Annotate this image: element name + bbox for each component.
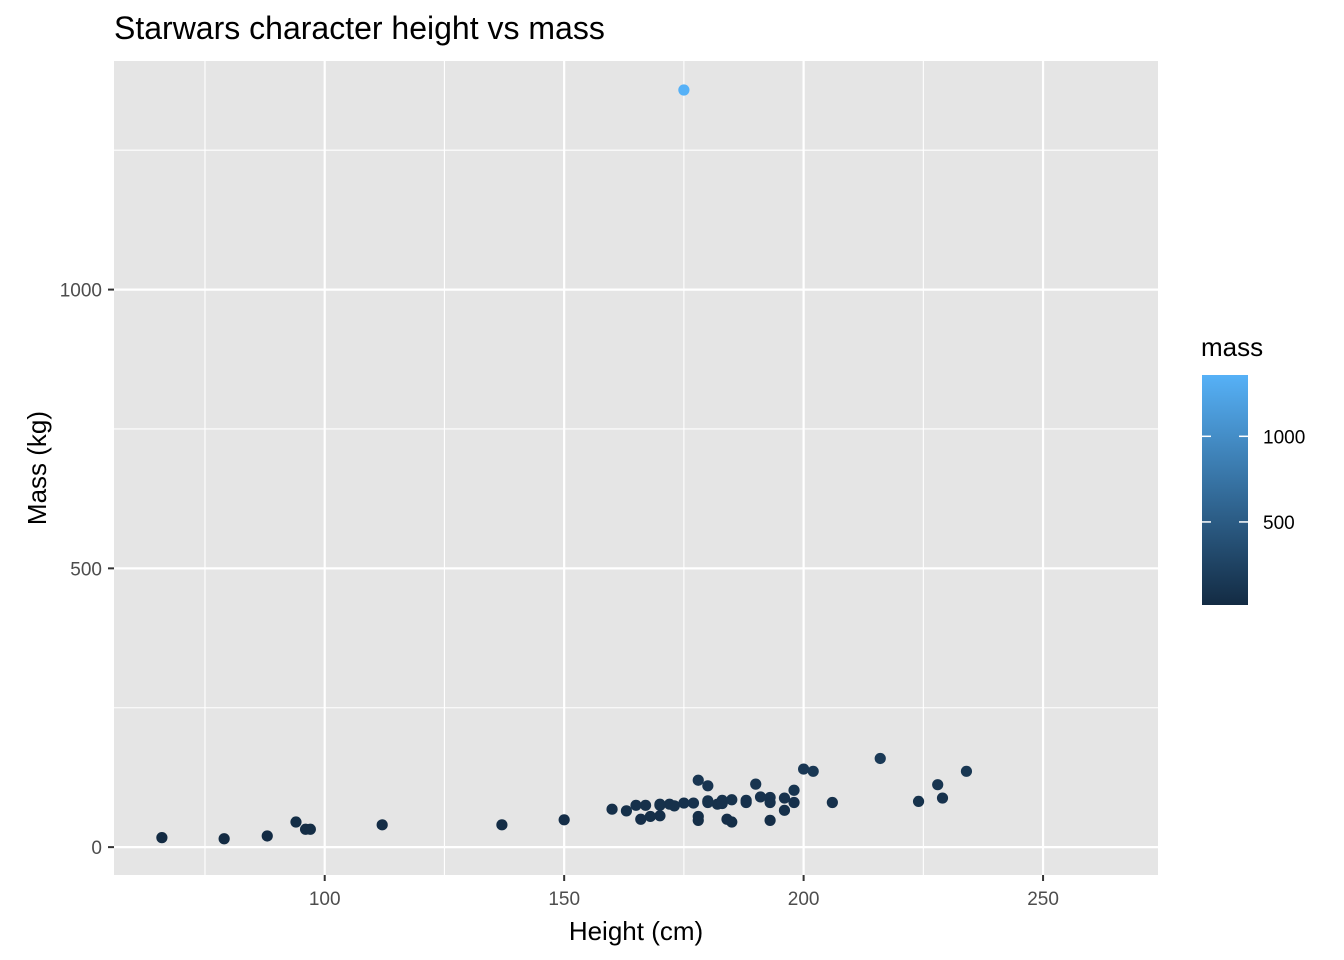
data-point xyxy=(764,796,776,809)
y-axis-title: Mass (kg) xyxy=(22,411,52,525)
data-point xyxy=(798,763,810,775)
data-point xyxy=(936,792,949,804)
y-tick-label: 0 xyxy=(91,838,102,859)
data-point xyxy=(778,804,791,816)
data-point xyxy=(496,819,508,831)
y-axis: 0 500 1000 xyxy=(60,281,114,859)
data-point xyxy=(692,814,704,826)
major-gridlines xyxy=(114,61,1158,875)
data-point xyxy=(558,814,570,826)
data-point xyxy=(654,810,666,822)
data-point xyxy=(778,792,791,804)
data-point xyxy=(874,752,886,765)
plot-panel xyxy=(114,61,1158,875)
data-point xyxy=(304,823,316,835)
legend-tick-label: 1000 xyxy=(1263,427,1305,448)
x-axis: 100 150 200 250 xyxy=(309,875,1059,910)
x-tick-label: 150 xyxy=(548,889,580,910)
data-point xyxy=(376,819,388,831)
data-point xyxy=(687,797,700,809)
data-point xyxy=(716,796,728,809)
data-point xyxy=(764,814,776,826)
colorbar xyxy=(1202,375,1248,605)
legend-tick-label: 500 xyxy=(1263,513,1295,534)
data-point xyxy=(826,796,838,809)
y-tick-label: 1000 xyxy=(60,281,102,302)
data-point xyxy=(630,799,642,811)
data-point xyxy=(261,830,273,842)
data-point xyxy=(740,796,752,809)
x-tick-label: 200 xyxy=(788,889,820,910)
data-point xyxy=(788,796,800,809)
data-point xyxy=(788,784,800,796)
data-point xyxy=(726,794,738,806)
data-points xyxy=(156,84,973,845)
data-point xyxy=(754,791,767,803)
data-point xyxy=(218,833,230,845)
data-point xyxy=(932,779,944,791)
data-point xyxy=(639,799,652,811)
data-point xyxy=(692,774,704,786)
x-tick-label: 100 xyxy=(309,889,341,910)
data-point xyxy=(750,778,762,790)
data-point xyxy=(912,795,925,808)
data-point xyxy=(290,816,302,828)
x-axis-title: Height (cm) xyxy=(569,916,703,946)
data-point xyxy=(668,800,680,812)
x-tick-label: 250 xyxy=(1027,889,1059,910)
data-point xyxy=(807,765,819,777)
data-point xyxy=(156,832,168,844)
data-point xyxy=(644,810,656,823)
data-point xyxy=(678,797,690,809)
legend-title: mass xyxy=(1201,332,1263,362)
data-point xyxy=(606,803,618,815)
chart-title: Starwars character height vs mass xyxy=(114,10,605,46)
data-point xyxy=(702,780,714,792)
data-point xyxy=(678,84,690,96)
data-point xyxy=(620,805,633,817)
data-point xyxy=(702,795,714,807)
data-point xyxy=(635,813,647,825)
data-point xyxy=(654,799,666,811)
color-legend: mass 500 1000 xyxy=(1201,332,1305,605)
minor-gridlines xyxy=(114,61,1158,875)
data-point xyxy=(960,765,973,777)
data-point xyxy=(721,813,733,825)
legend-ticks: 500 1000 xyxy=(1202,427,1305,534)
y-tick-label: 500 xyxy=(70,559,102,580)
